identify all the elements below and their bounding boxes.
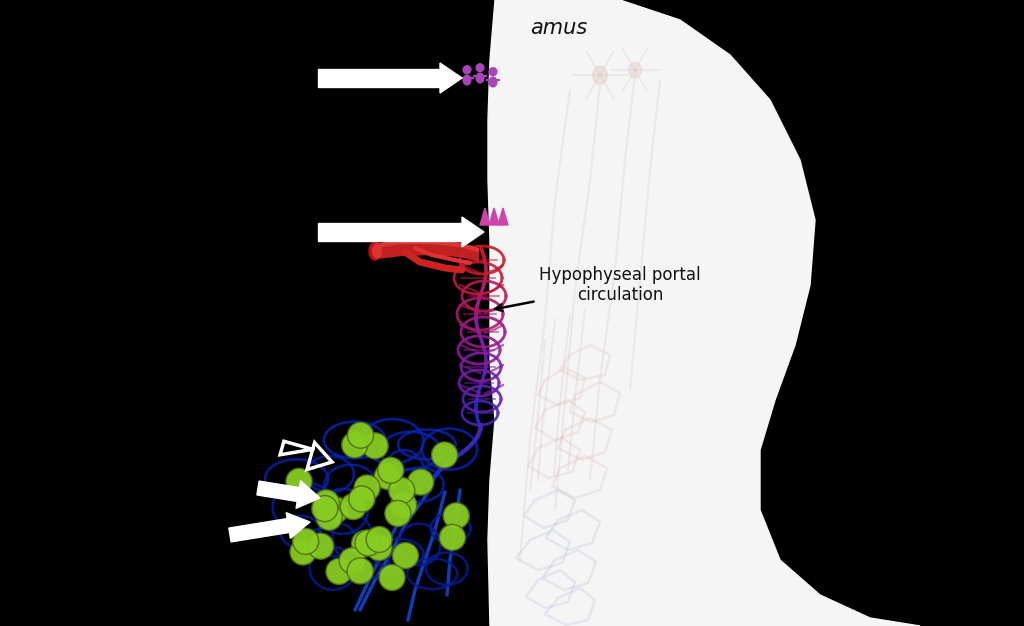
Text: amus: amus xyxy=(530,18,587,38)
Circle shape xyxy=(326,558,352,585)
Circle shape xyxy=(307,533,334,559)
Polygon shape xyxy=(440,63,462,93)
Circle shape xyxy=(443,503,469,529)
Ellipse shape xyxy=(593,66,607,84)
Circle shape xyxy=(355,530,381,556)
Polygon shape xyxy=(489,208,499,225)
Circle shape xyxy=(323,497,348,523)
Ellipse shape xyxy=(629,62,641,78)
Circle shape xyxy=(286,468,312,495)
Polygon shape xyxy=(286,513,310,538)
Circle shape xyxy=(408,469,434,495)
Circle shape xyxy=(439,525,466,550)
Bar xyxy=(318,69,440,87)
Circle shape xyxy=(489,68,497,76)
Circle shape xyxy=(312,496,338,521)
Circle shape xyxy=(391,492,417,518)
Circle shape xyxy=(476,64,484,71)
Polygon shape xyxy=(229,518,290,542)
Ellipse shape xyxy=(476,73,484,83)
Circle shape xyxy=(354,475,380,501)
Circle shape xyxy=(351,530,378,557)
Bar xyxy=(318,223,462,241)
Circle shape xyxy=(347,422,374,448)
Polygon shape xyxy=(488,0,920,626)
Circle shape xyxy=(367,526,392,552)
Circle shape xyxy=(362,433,388,459)
Ellipse shape xyxy=(373,244,382,258)
Circle shape xyxy=(389,478,415,503)
Ellipse shape xyxy=(369,242,381,260)
Polygon shape xyxy=(257,481,299,501)
Polygon shape xyxy=(296,481,319,508)
Circle shape xyxy=(431,442,458,468)
Circle shape xyxy=(342,432,368,458)
Circle shape xyxy=(290,539,316,565)
Circle shape xyxy=(463,66,471,74)
Circle shape xyxy=(340,494,367,520)
Circle shape xyxy=(378,457,403,483)
Circle shape xyxy=(339,548,366,573)
Circle shape xyxy=(347,558,373,584)
Circle shape xyxy=(379,565,406,590)
Circle shape xyxy=(375,463,400,490)
Circle shape xyxy=(316,505,342,530)
Circle shape xyxy=(366,535,392,560)
Ellipse shape xyxy=(489,77,497,87)
Circle shape xyxy=(385,500,411,526)
Circle shape xyxy=(313,490,339,516)
Circle shape xyxy=(392,543,419,568)
Polygon shape xyxy=(480,208,490,225)
Circle shape xyxy=(349,486,375,512)
Polygon shape xyxy=(462,217,484,247)
Ellipse shape xyxy=(463,75,471,85)
Polygon shape xyxy=(498,208,508,225)
Text: Hypophyseal portal
circulation: Hypophyseal portal circulation xyxy=(496,265,700,311)
Circle shape xyxy=(293,528,318,555)
